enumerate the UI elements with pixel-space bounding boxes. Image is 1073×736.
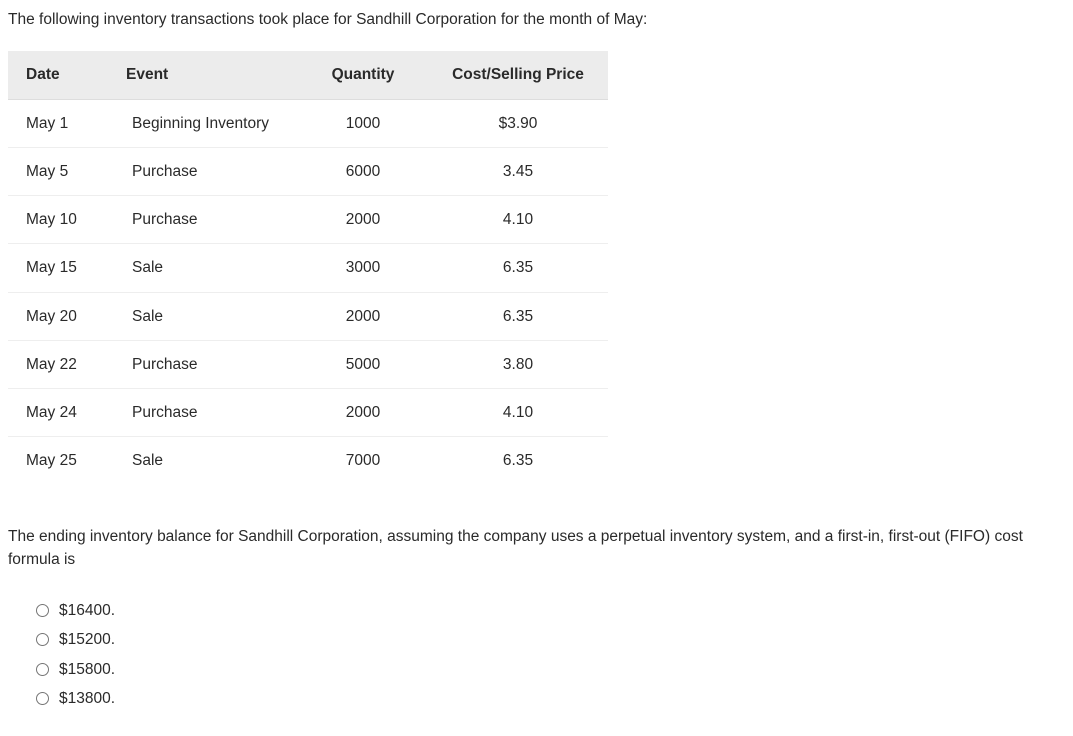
option-row: $15800. xyxy=(36,658,1065,681)
col-quantity: Quantity xyxy=(298,51,428,99)
option-label[interactable]: $13800. xyxy=(59,687,115,710)
option-radio[interactable] xyxy=(36,633,49,646)
cell-price: 3.45 xyxy=(428,147,608,195)
cell-event: Sale xyxy=(108,292,298,340)
cell-date: May 5 xyxy=(8,147,108,195)
cell-event: Sale xyxy=(108,244,298,292)
cell-event: Sale xyxy=(108,437,298,485)
cell-quantity: 3000 xyxy=(298,244,428,292)
intro-text: The following inventory transactions too… xyxy=(8,8,1065,31)
cell-date: May 15 xyxy=(8,244,108,292)
cell-price: 4.10 xyxy=(428,389,608,437)
table-row: May 24Purchase20004.10 xyxy=(8,389,608,437)
table-row: May 15Sale30006.35 xyxy=(8,244,608,292)
cell-quantity: 2000 xyxy=(298,196,428,244)
option-label[interactable]: $16400. xyxy=(59,599,115,622)
option-row: $13800. xyxy=(36,687,1065,710)
cell-quantity: 2000 xyxy=(298,389,428,437)
cell-event: Purchase xyxy=(108,196,298,244)
cell-event: Purchase xyxy=(108,389,298,437)
cell-quantity: 6000 xyxy=(298,147,428,195)
cell-date: May 20 xyxy=(8,292,108,340)
cell-price: 4.10 xyxy=(428,196,608,244)
question-text: The ending inventory balance for Sandhil… xyxy=(8,525,1058,572)
cell-quantity: 1000 xyxy=(298,99,428,147)
cell-date: May 10 xyxy=(8,196,108,244)
col-price: Cost/Selling Price xyxy=(428,51,608,99)
table-row: May 22Purchase50003.80 xyxy=(8,340,608,388)
cell-price: 6.35 xyxy=(428,292,608,340)
option-label[interactable]: $15200. xyxy=(59,628,115,651)
table-row: May 20Sale20006.35 xyxy=(8,292,608,340)
option-row: $16400. xyxy=(36,599,1065,622)
options-group: $16400. $15200. $15800. $13800. xyxy=(8,599,1065,710)
cell-date: May 22 xyxy=(8,340,108,388)
cell-price: 3.80 xyxy=(428,340,608,388)
cell-quantity: 5000 xyxy=(298,340,428,388)
table-row: May 10Purchase20004.10 xyxy=(8,196,608,244)
option-radio[interactable] xyxy=(36,692,49,705)
table-body: May 1Beginning Inventory1000$3.90May 5Pu… xyxy=(8,99,608,485)
table-row: May 5Purchase60003.45 xyxy=(8,147,608,195)
option-radio[interactable] xyxy=(36,663,49,676)
cell-quantity: 7000 xyxy=(298,437,428,485)
option-label[interactable]: $15800. xyxy=(59,658,115,681)
cell-event: Purchase xyxy=(108,147,298,195)
cell-event: Beginning Inventory xyxy=(108,99,298,147)
cell-event: Purchase xyxy=(108,340,298,388)
col-date: Date xyxy=(8,51,108,99)
cell-price: $3.90 xyxy=(428,99,608,147)
col-event: Event xyxy=(108,51,298,99)
option-row: $15200. xyxy=(36,628,1065,651)
cell-quantity: 2000 xyxy=(298,292,428,340)
table-row: May 25Sale70006.35 xyxy=(8,437,608,485)
cell-price: 6.35 xyxy=(428,244,608,292)
cell-date: May 1 xyxy=(8,99,108,147)
table-row: May 1Beginning Inventory1000$3.90 xyxy=(8,99,608,147)
option-radio[interactable] xyxy=(36,604,49,617)
table-header-row: Date Event Quantity Cost/Selling Price xyxy=(8,51,608,99)
cell-price: 6.35 xyxy=(428,437,608,485)
inventory-table: Date Event Quantity Cost/Selling Price M… xyxy=(8,51,608,484)
cell-date: May 24 xyxy=(8,389,108,437)
cell-date: May 25 xyxy=(8,437,108,485)
